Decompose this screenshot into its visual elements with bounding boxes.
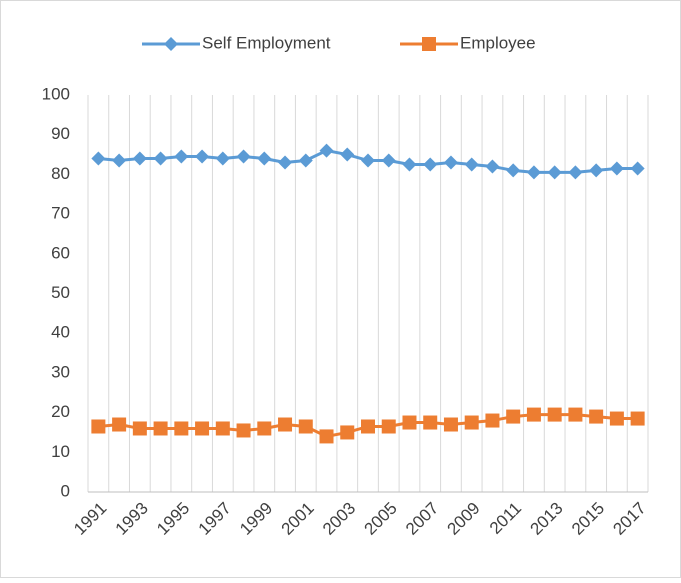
data-point <box>589 409 604 424</box>
data-point <box>630 161 645 176</box>
data-point <box>589 163 604 178</box>
y-tick-label: 90 <box>51 124 70 143</box>
data-point <box>91 151 106 166</box>
data-point <box>526 407 541 422</box>
data-point <box>91 419 106 434</box>
data-point <box>112 153 127 168</box>
data-point <box>381 419 396 434</box>
y-tick-label: 70 <box>51 204 70 223</box>
data-point <box>609 161 624 176</box>
data-point <box>402 157 417 172</box>
y-tick-label: 0 <box>61 481 70 500</box>
data-point <box>236 149 251 164</box>
data-point <box>215 421 230 436</box>
data-point <box>278 155 293 170</box>
data-point <box>568 165 583 180</box>
data-point <box>278 417 293 432</box>
y-tick-label: 50 <box>51 283 70 302</box>
data-point <box>215 151 230 166</box>
data-point <box>153 151 168 166</box>
data-point <box>402 415 417 430</box>
data-point <box>195 149 210 164</box>
data-point <box>319 429 334 444</box>
data-point <box>174 149 189 164</box>
data-point <box>443 417 458 432</box>
data-point <box>443 155 458 170</box>
y-tick-label: 30 <box>51 362 70 381</box>
legend-marker <box>164 37 178 51</box>
legend-marker <box>422 37 436 51</box>
data-point <box>464 157 479 172</box>
data-point <box>547 165 562 180</box>
data-point <box>236 423 251 438</box>
y-tick-label: 40 <box>51 323 70 342</box>
y-tick-label: 10 <box>51 442 70 461</box>
y-tick-label: 80 <box>51 164 70 183</box>
data-point <box>174 421 189 436</box>
data-point <box>464 415 479 430</box>
data-point <box>423 415 438 430</box>
data-point <box>132 421 147 436</box>
data-point <box>526 165 541 180</box>
data-point <box>485 159 500 174</box>
legend-label: Employee <box>460 33 536 52</box>
data-point <box>609 411 624 426</box>
data-point <box>506 409 521 424</box>
data-point <box>340 147 355 162</box>
data-point <box>112 417 127 432</box>
data-point <box>298 153 313 168</box>
data-point <box>547 407 562 422</box>
data-point <box>257 421 272 436</box>
y-tick-label: 100 <box>42 84 70 103</box>
legend-label: Self Employment <box>202 33 331 52</box>
data-point <box>319 143 334 158</box>
data-point <box>485 413 500 428</box>
data-point <box>298 419 313 434</box>
data-point <box>257 151 272 166</box>
data-point <box>361 153 375 168</box>
y-tick-label: 20 <box>51 402 70 421</box>
y-tick-label: 60 <box>51 243 70 262</box>
data-point <box>423 157 438 172</box>
data-point <box>568 407 583 422</box>
data-point <box>132 151 147 166</box>
data-point <box>630 411 645 426</box>
data-point <box>340 425 355 440</box>
data-point <box>195 421 210 436</box>
data-point <box>361 419 375 434</box>
data-point <box>506 163 521 178</box>
data-point <box>153 421 168 436</box>
data-point <box>381 153 396 168</box>
